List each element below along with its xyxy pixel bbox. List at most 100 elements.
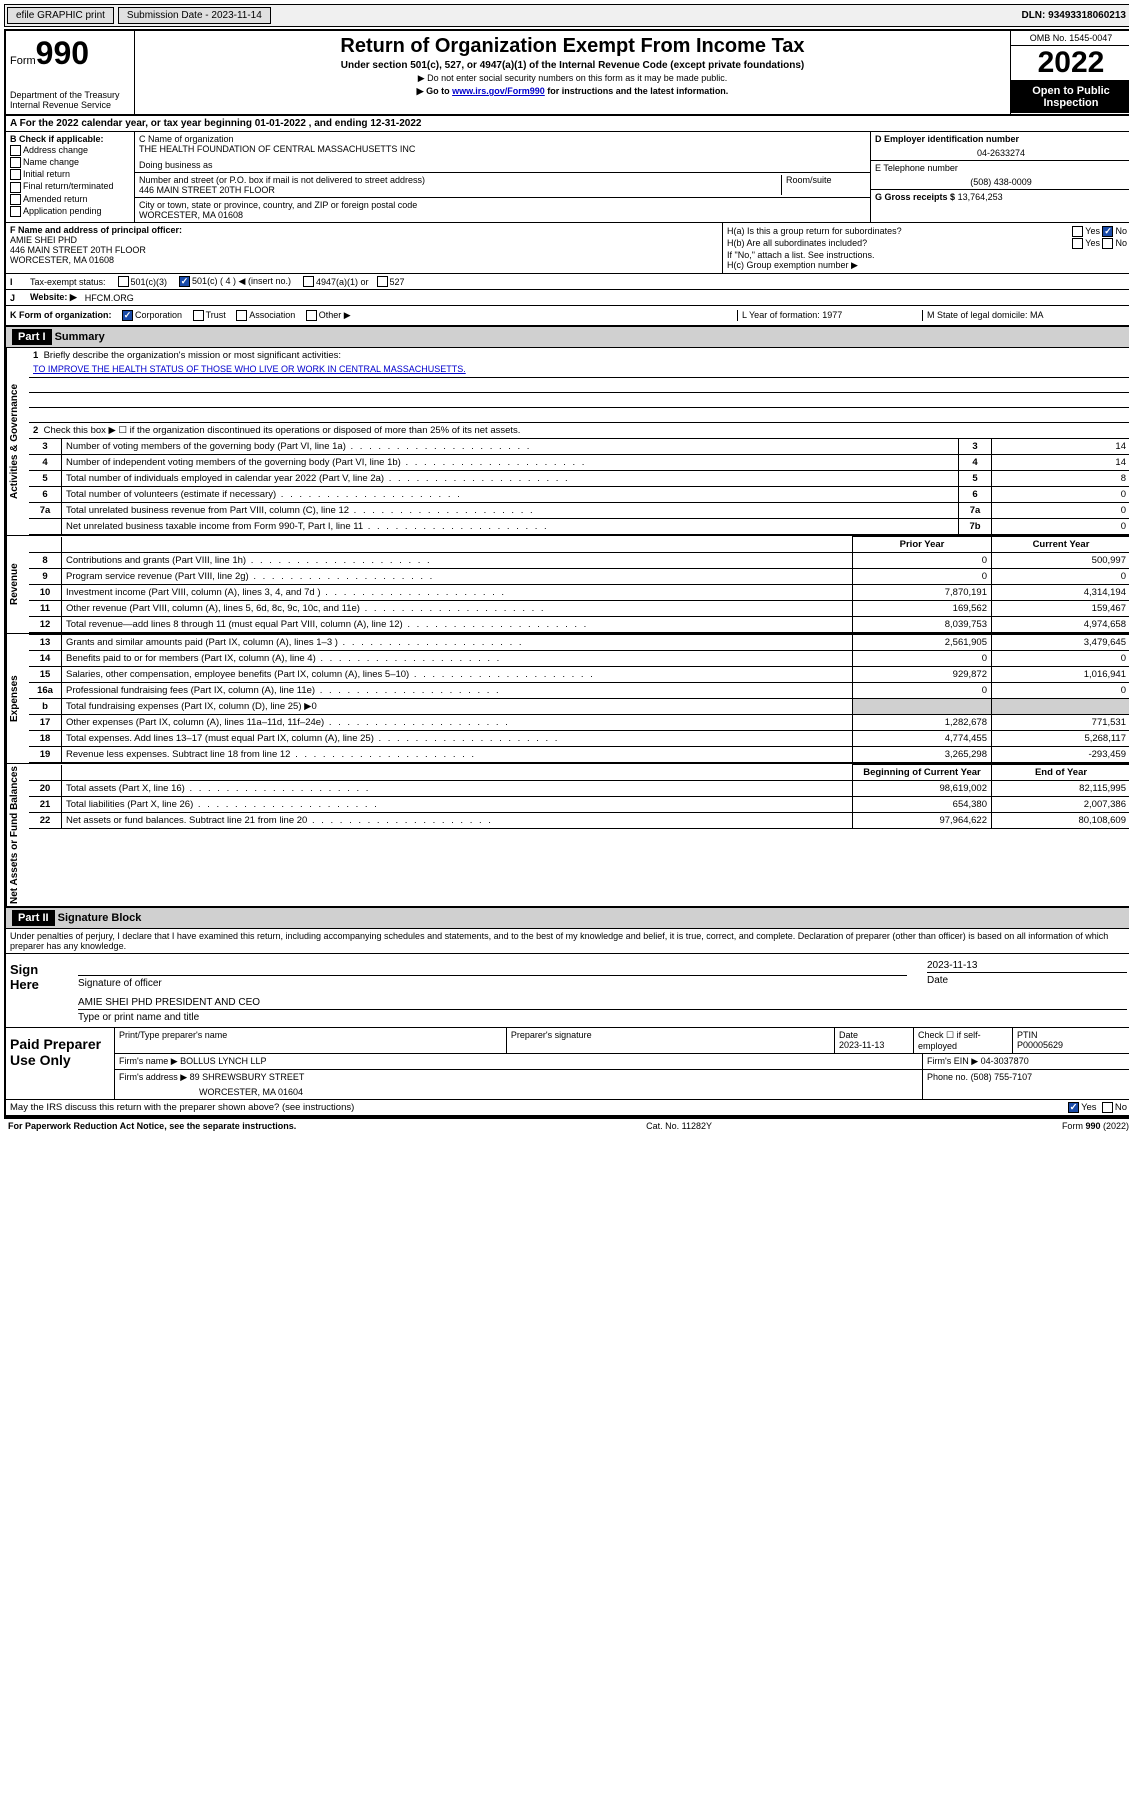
ha-no: No [1115,226,1127,236]
ha-yes-cb[interactable] [1072,226,1083,237]
ha-yes: Yes [1085,226,1100,236]
ha-no-cb[interactable]: ✓ [1102,226,1113,237]
table-row: 15Salaries, other compensation, employee… [29,667,1129,683]
cb-name-change[interactable]: Name change [10,157,130,168]
city-value: WORCESTER, MA 01608 [139,210,866,220]
part1-badge: Part I [12,329,52,345]
cb-assoc[interactable] [236,310,247,321]
hb-yes: Yes [1085,238,1100,248]
table-row: 6Total number of volunteers (estimate if… [29,487,1129,503]
cb-application-pending[interactable]: Application pending [10,206,130,217]
city-label: City or town, state or province, country… [139,200,866,210]
part2-header-row: Part II Signature Block [6,908,1129,929]
section-revenue: Revenue Prior YearCurrent Year8Contribut… [6,536,1129,634]
submission-date-label: Submission Date - 2023-11-14 [118,7,271,24]
sig-date: 2023-11-13 [927,960,1127,973]
table-row: 8Contributions and grants (Part VIII, li… [29,553,1129,569]
q1-label: Briefly describe the organization's miss… [44,350,342,361]
discuss-label: May the IRS discuss this return with the… [10,1102,354,1113]
row-a-tax-year: A For the 2022 calendar year, or tax yea… [6,116,1129,132]
cb-initial-return[interactable]: Initial return [10,169,130,180]
tax-status-label: Tax-exempt status: [30,277,106,287]
sig-date-label: Date [927,975,1127,986]
state-domicile: M State of legal domicile: MA [922,310,1127,321]
opt-corp: Corporation [135,310,182,320]
form-ref: Form 990 (2022) [1062,1121,1129,1131]
table-header-row: Prior YearCurrent Year [29,537,1129,553]
col-h-group: H(a) Is this a group return for subordin… [723,223,1129,273]
firm-ein-label: Firm's EIN ▶ [927,1056,978,1066]
phone-value: (508) 438-0009 [875,177,1127,187]
perjury-text: Under penalties of perjury, I declare th… [6,929,1129,954]
table-row: 10Investment income (Part VIII, column (… [29,585,1129,601]
hb-yes-cb[interactable] [1072,238,1083,249]
cb-corp[interactable]: ✓ [122,310,133,321]
cb-other[interactable] [306,310,317,321]
col-f-officer: F Name and address of principal officer:… [6,223,723,273]
room-label: Room/suite [781,175,866,195]
netassets-vlabel: Net Assets or Fund Balances [6,764,29,906]
hc-label: H(c) Group exemption number ▶ [727,260,1127,271]
cb-trust[interactable] [193,310,204,321]
cb-final-return[interactable]: Final return/terminated [10,181,130,192]
dln-label: DLN: 93493318060213 [1015,8,1129,23]
col-b-checkboxes: B Check if applicable: Address change Na… [6,132,135,222]
expenses-table: 13Grants and similar amounts paid (Part … [29,634,1129,763]
firm-addr: 89 SHREWSBURY STREET [190,1072,305,1082]
table-row: 13Grants and similar amounts paid (Part … [29,635,1129,651]
revenue-table: Prior YearCurrent Year8Contributions and… [29,536,1129,633]
prep-date-label: Date [839,1030,909,1040]
section-governance: Activities & Governance 1 Briefly descri… [6,348,1129,536]
q2-label: Check this box ▶ ☐ if the organization d… [44,425,521,436]
form-org-label: K Form of organization: [10,310,112,320]
prep-phone: (508) 755-7107 [971,1072,1033,1082]
governance-table: 3Number of voting members of the governi… [29,438,1129,535]
firm-ein: 04-3037870 [981,1056,1029,1066]
row-i-tax-status: I Tax-exempt status: 501(c)(3) ✓501(c) (… [6,274,1129,290]
form-990-container: Form990 Department of the Treasury Inter… [4,29,1129,1119]
table-row: Net unrelated business taxable income fr… [29,519,1129,535]
cb-501c3[interactable] [118,276,129,287]
gross-receipts-label: G Gross receipts $ [875,192,955,202]
section-bcd: B Check if applicable: Address change Na… [6,132,1129,223]
governance-vlabel: Activities & Governance [6,348,29,535]
cb-amended-return[interactable]: Amended return [10,194,130,205]
table-row: 5Total number of individuals employed in… [29,471,1129,487]
revenue-vlabel: Revenue [6,536,29,633]
prep-check-label: Check ☐ if self-employed [914,1028,1013,1053]
dba-label: Doing business as [139,160,866,170]
note2-post: for instructions and the latest informat… [545,86,729,96]
ptin-value: P00005629 [1017,1040,1127,1050]
ha-label: H(a) Is this a group return for subordin… [727,226,902,237]
table-row: 12Total revenue—add lines 8 through 11 (… [29,617,1129,633]
form-note-2: ▶ Go to www.irs.gov/Form990 for instruct… [139,86,1006,97]
footer-row: For Paperwork Reduction Act Notice, see … [4,1119,1129,1133]
officer-addr: 446 MAIN STREET 20TH FLOOR [10,245,718,255]
hb-no-cb[interactable] [1102,238,1113,249]
ein-label: D Employer identification number [875,134,1127,144]
cb-4947[interactable] [303,276,314,287]
row-klm: K Form of organization: ✓Corporation Tru… [6,306,1129,327]
cb-address-change[interactable]: Address change [10,145,130,156]
form-note-1: ▶ Do not enter social security numbers o… [139,73,1006,84]
efile-print-button[interactable]: efile GRAPHIC print [7,7,114,24]
opt-4947: 4947(a)(1) or [316,277,369,287]
prep-print-label: Print/Type preparer's name [115,1028,507,1053]
table-row: 3Number of voting members of the governi… [29,439,1129,455]
header-mid: Return of Organization Exempt From Incom… [135,31,1010,114]
discuss-no-cb[interactable] [1102,1102,1113,1113]
dept-label: Department of the Treasury [10,90,130,100]
cb-501c[interactable]: ✓ [179,276,190,287]
opt-trust: Trust [206,310,226,320]
org-name: THE HEALTH FOUNDATION OF CENTRAL MASSACH… [139,144,866,154]
part2-title: Signature Block [58,912,142,924]
gross-receipts-value: 13,764,253 [958,192,1003,202]
sig-officer-label: Signature of officer [78,978,907,989]
part1-title: Summary [55,331,105,343]
table-row: 17Other expenses (Part IX, column (A), l… [29,715,1129,731]
cb-527[interactable] [377,276,388,287]
discuss-yes-cb[interactable]: ✓ [1068,1102,1079,1113]
table-row: 7aTotal unrelated business revenue from … [29,503,1129,519]
phone-label: E Telephone number [875,163,1127,173]
irs-link[interactable]: www.irs.gov/Form990 [452,86,545,96]
